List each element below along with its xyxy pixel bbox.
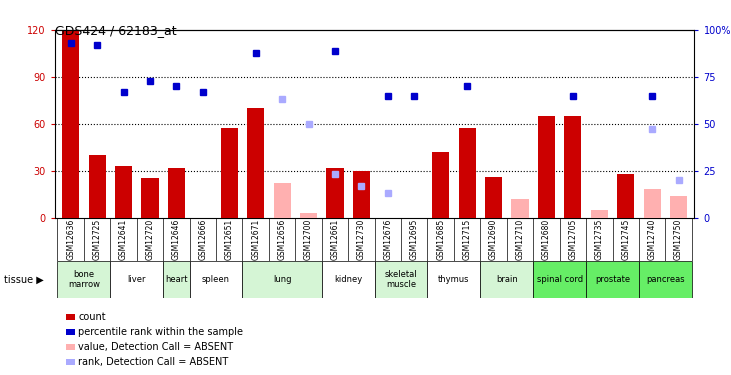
- Bar: [374, 261, 428, 298]
- Text: skeletal
muscle: skeletal muscle: [385, 270, 417, 289]
- Text: bone
marrow: bone marrow: [68, 270, 100, 289]
- Bar: [432, 152, 450, 217]
- Bar: [58, 261, 110, 298]
- Text: tissue ▶: tissue ▶: [4, 274, 43, 284]
- Text: rank, Detection Call = ABSENT: rank, Detection Call = ABSENT: [78, 357, 229, 367]
- Bar: [353, 171, 370, 217]
- Bar: [163, 261, 189, 298]
- Bar: [533, 261, 586, 298]
- Bar: [617, 174, 635, 217]
- Text: GSM12636: GSM12636: [67, 218, 75, 260]
- Bar: [639, 261, 692, 298]
- Text: kidney: kidney: [334, 275, 363, 284]
- Text: GSM12705: GSM12705: [569, 218, 577, 260]
- Bar: [564, 116, 581, 218]
- Bar: [670, 196, 687, 217]
- Text: GSM12735: GSM12735: [595, 218, 604, 260]
- Bar: [189, 261, 243, 298]
- Text: value, Detection Call = ABSENT: value, Detection Call = ABSENT: [78, 342, 233, 352]
- Bar: [62, 30, 79, 217]
- Text: GSM12710: GSM12710: [515, 218, 525, 259]
- Text: liver: liver: [127, 275, 146, 284]
- Bar: [115, 166, 132, 218]
- Text: pancreas: pancreas: [646, 275, 685, 284]
- Bar: [538, 116, 555, 218]
- Text: GSM12676: GSM12676: [383, 218, 393, 260]
- Bar: [300, 213, 317, 217]
- Text: GSM12651: GSM12651: [224, 218, 234, 259]
- Text: prostate: prostate: [595, 275, 630, 284]
- Text: GSM12725: GSM12725: [93, 218, 102, 259]
- Text: GSM12695: GSM12695: [410, 218, 419, 260]
- Bar: [88, 155, 106, 218]
- Text: brain: brain: [496, 275, 518, 284]
- Text: lung: lung: [273, 275, 292, 284]
- Text: GSM12740: GSM12740: [648, 218, 656, 260]
- Text: GDS424 / 62183_at: GDS424 / 62183_at: [55, 24, 176, 38]
- Text: thymus: thymus: [438, 275, 470, 284]
- Bar: [458, 128, 476, 217]
- Bar: [221, 128, 238, 217]
- Text: GSM12685: GSM12685: [436, 218, 445, 259]
- Text: percentile rank within the sample: percentile rank within the sample: [78, 327, 243, 337]
- Text: GSM12720: GSM12720: [145, 218, 154, 259]
- Text: GSM12671: GSM12671: [251, 218, 260, 259]
- Bar: [480, 261, 533, 298]
- Bar: [273, 183, 291, 218]
- Bar: [512, 199, 529, 217]
- Text: GSM12690: GSM12690: [489, 218, 498, 260]
- Bar: [586, 261, 639, 298]
- Bar: [327, 168, 344, 217]
- Bar: [168, 168, 185, 217]
- Text: GSM12646: GSM12646: [172, 218, 181, 260]
- Bar: [643, 189, 661, 217]
- Bar: [485, 177, 502, 218]
- Bar: [110, 261, 163, 298]
- Bar: [591, 210, 608, 218]
- Text: GSM12715: GSM12715: [463, 218, 471, 259]
- Text: GSM12745: GSM12745: [621, 218, 630, 260]
- Text: GSM12661: GSM12661: [330, 218, 339, 259]
- Text: heart: heart: [165, 275, 188, 284]
- Text: GSM12750: GSM12750: [674, 218, 683, 260]
- Bar: [322, 261, 374, 298]
- Text: count: count: [78, 312, 106, 322]
- Bar: [141, 178, 159, 218]
- Text: GSM12666: GSM12666: [198, 218, 208, 260]
- Text: spinal cord: spinal cord: [537, 275, 583, 284]
- Text: GSM12700: GSM12700: [304, 218, 313, 260]
- Text: GSM12730: GSM12730: [357, 218, 366, 260]
- Text: GSM12680: GSM12680: [542, 218, 551, 259]
- Bar: [428, 261, 480, 298]
- Bar: [243, 261, 322, 298]
- Bar: [247, 108, 265, 218]
- Text: spleen: spleen: [202, 275, 230, 284]
- Text: GSM12656: GSM12656: [278, 218, 287, 260]
- Text: GSM12641: GSM12641: [119, 218, 128, 259]
